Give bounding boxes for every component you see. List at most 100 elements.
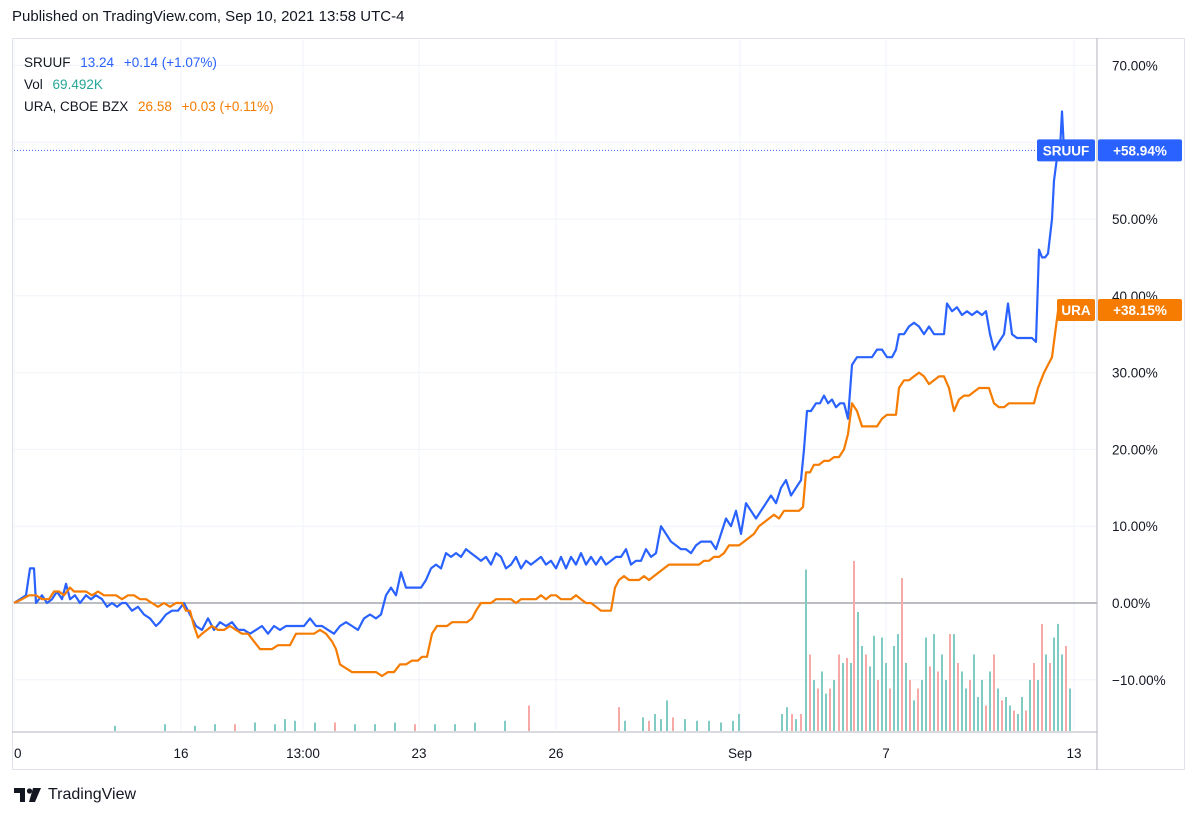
volume-bar (989, 671, 991, 731)
volume-bar (394, 722, 396, 731)
volume-bar (684, 719, 686, 731)
volume-bar (314, 722, 316, 731)
volume-bar (1005, 697, 1007, 731)
volume-bar (1049, 663, 1051, 731)
legend-ura-change: +0.03 (+0.11%) (181, 99, 274, 114)
volume-bar (925, 637, 927, 731)
volume-bar (791, 714, 793, 731)
volume-bar (214, 724, 216, 731)
volume-bar (1045, 654, 1047, 731)
last-value-tag-text: +38.15% (1113, 303, 1167, 318)
volume-bar (1061, 654, 1063, 731)
volume-bar (969, 680, 971, 731)
volume-bar (869, 666, 871, 731)
series-name-tag (1037, 139, 1095, 162)
volume-bar (857, 612, 859, 731)
volume-bar (985, 705, 987, 731)
volume-bar (1013, 710, 1015, 731)
legend-row-ura: URA, CBOE BZX 26.58 +0.03 (+0.11%) (24, 96, 280, 118)
legend-ura-price: 26.58 (138, 99, 172, 114)
volume-bar (937, 671, 939, 731)
last-value-tag-text: +58.94% (1113, 143, 1167, 158)
chart-frame (12, 38, 1185, 770)
volume-bar (881, 637, 883, 731)
legend-vol-name[interactable]: Vol (24, 77, 43, 92)
volume-bar (374, 724, 376, 731)
volume-bar (889, 688, 891, 731)
volume-bar (993, 654, 995, 731)
volume-bar (809, 654, 811, 731)
y-tick-label: 20.00% (1112, 442, 1158, 457)
volume-bar (648, 720, 650, 731)
volume-bar (334, 722, 336, 731)
volume-bar (873, 635, 875, 731)
volume-bar (981, 680, 983, 731)
volume-bar (164, 724, 166, 731)
y-tick-label: 70.00% (1112, 58, 1158, 73)
volume-bar (1065, 646, 1067, 731)
volume-bar (1041, 623, 1043, 731)
legend-sruuf-name[interactable]: SRUUF (24, 55, 71, 70)
y-tick-label: 10.00% (1112, 519, 1158, 534)
volume-bar (817, 688, 819, 731)
volume-bar (434, 724, 436, 731)
volume-bar (795, 719, 797, 731)
series-lines (13, 110, 1097, 678)
volume-bar (941, 654, 943, 731)
legend-ura-name[interactable]: URA, CBOE BZX (24, 99, 129, 114)
volume-bar (893, 646, 895, 731)
legend-sruuf-price: 13.24 (80, 55, 115, 70)
volume-bar (885, 663, 887, 731)
legend-row-sruuf: SRUUF 13.24 +0.14 (+1.07%) (24, 52, 280, 74)
legend-sruuf-change: +0.14 (+1.07%) (123, 55, 217, 70)
volume-bar (905, 663, 907, 731)
volume-bar (945, 680, 947, 731)
volume-bar (913, 700, 915, 731)
volume-bar (720, 722, 722, 731)
tradingview-logo-icon (14, 788, 41, 802)
x-tick-label: 7 (882, 746, 890, 761)
tradingview-branding[interactable]: TradingView (14, 786, 136, 804)
volume-bar (897, 634, 899, 731)
volume-bar (805, 569, 807, 731)
volume-bar (949, 634, 951, 731)
series-name-tag-text: SRUUF (1043, 143, 1090, 158)
volume-bar (901, 578, 903, 731)
volume-bar (474, 722, 476, 731)
x-tick-label: 26 (548, 746, 563, 761)
volume-bar (953, 634, 955, 731)
volume-bar (997, 688, 999, 731)
volume-bar (274, 724, 276, 731)
volume-bar (838, 654, 840, 731)
volume-bar (414, 724, 416, 731)
volume-bar (1025, 710, 1027, 731)
volume-bar (672, 717, 674, 731)
volume-bar (781, 714, 783, 731)
volume-bar (829, 688, 831, 731)
volume-bar (1033, 663, 1035, 731)
volume-bar (618, 707, 620, 731)
volume-bar (1053, 637, 1055, 731)
volume-bar (825, 693, 827, 731)
volume-bar (354, 724, 356, 731)
series-name-tag-text: URA (1061, 303, 1090, 318)
volume-bar (294, 720, 296, 731)
volume-bar (194, 725, 196, 731)
volume-bar (660, 719, 662, 731)
volume-bar (114, 725, 116, 731)
volume-bar (846, 657, 848, 731)
volume-bar (254, 722, 256, 731)
volume-bar (1017, 714, 1019, 731)
x-tick-label: 16 (173, 746, 188, 761)
series-line-sruuf (13, 110, 1066, 635)
volume-bar (957, 663, 959, 731)
volume-bar (708, 720, 710, 731)
last-value-labels: SRUUF +58.94% URA +38.15% (1037, 139, 1182, 322)
volume-bar (877, 680, 879, 731)
volume-bar (642, 717, 644, 731)
volume-bar (813, 680, 815, 731)
volume-bar (1021, 697, 1023, 731)
volume-bar (528, 705, 530, 731)
y-tick-label: 50.00% (1112, 212, 1158, 227)
